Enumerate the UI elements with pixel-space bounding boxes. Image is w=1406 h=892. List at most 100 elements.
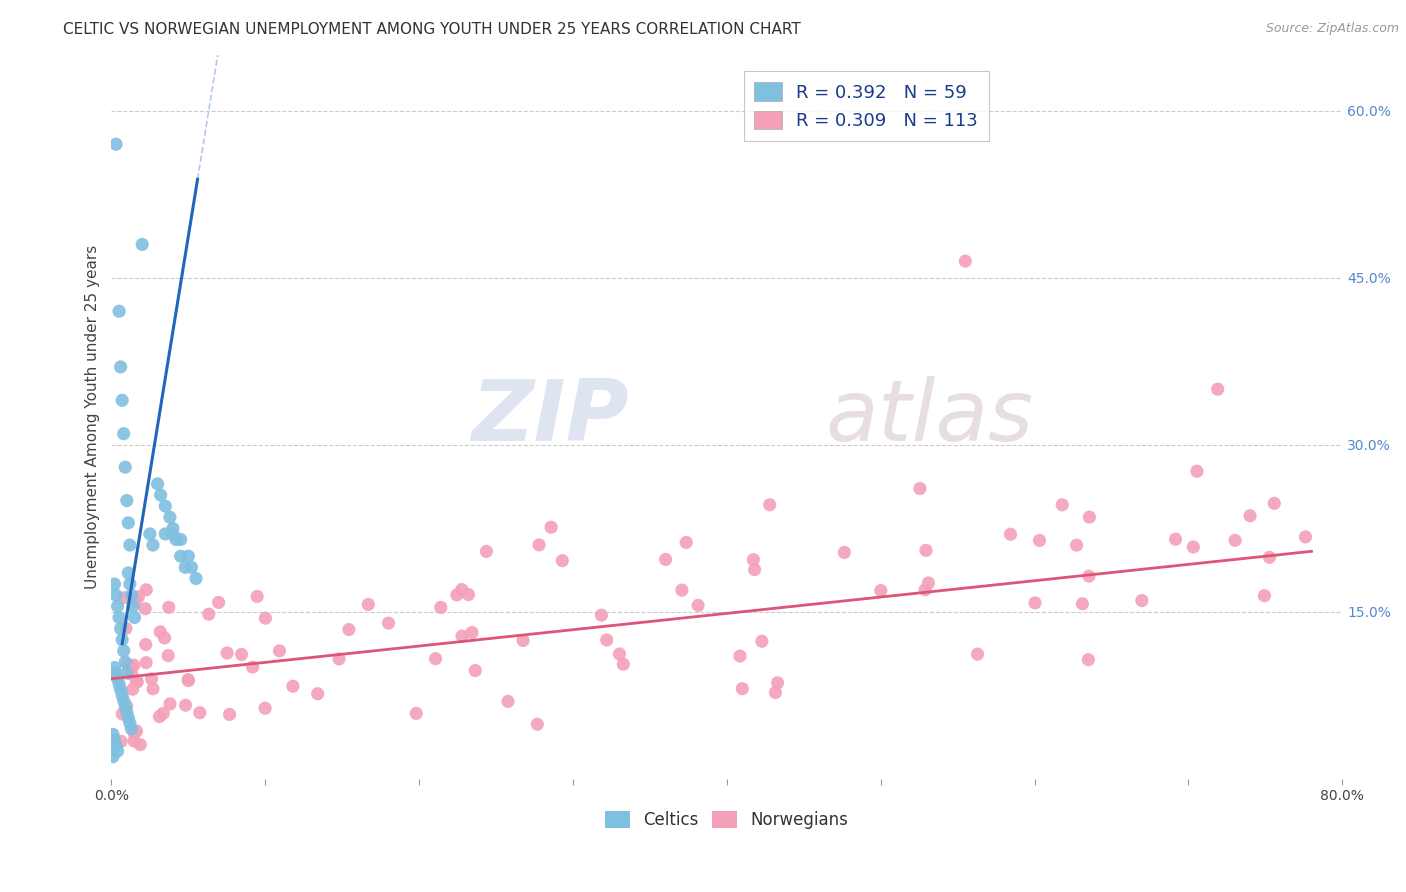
Point bbox=[118, 577, 141, 591]
Point bbox=[110, 682, 132, 697]
Point bbox=[1024, 596, 1046, 610]
Point bbox=[153, 631, 176, 645]
Point bbox=[174, 698, 197, 713]
Point bbox=[966, 647, 988, 661]
Point bbox=[155, 499, 177, 513]
Point bbox=[127, 674, 149, 689]
Point bbox=[955, 254, 977, 268]
Point bbox=[184, 572, 207, 586]
Point bbox=[1263, 496, 1285, 510]
Point bbox=[908, 482, 931, 496]
Point bbox=[129, 738, 152, 752]
Point bbox=[917, 576, 939, 591]
Point bbox=[766, 675, 789, 690]
Point bbox=[1185, 464, 1208, 478]
Point bbox=[1078, 510, 1101, 524]
Point bbox=[915, 543, 938, 558]
Point bbox=[103, 577, 125, 591]
Point bbox=[124, 593, 146, 607]
Text: Source: ZipAtlas.com: Source: ZipAtlas.com bbox=[1265, 22, 1399, 36]
Point bbox=[596, 632, 619, 647]
Point bbox=[124, 726, 146, 740]
Point bbox=[155, 527, 177, 541]
Point bbox=[246, 590, 269, 604]
Point bbox=[142, 538, 165, 552]
Point bbox=[105, 588, 128, 602]
Point bbox=[115, 666, 138, 681]
Point bbox=[157, 600, 180, 615]
Point bbox=[450, 582, 472, 597]
Point bbox=[114, 591, 136, 605]
Point bbox=[177, 673, 200, 688]
Point bbox=[125, 674, 148, 689]
Point bbox=[149, 624, 172, 639]
Point bbox=[110, 622, 132, 636]
Point bbox=[337, 623, 360, 637]
Point bbox=[744, 563, 766, 577]
Point bbox=[101, 727, 124, 741]
Point bbox=[122, 599, 145, 614]
Point bbox=[135, 656, 157, 670]
Point bbox=[115, 621, 138, 635]
Point bbox=[117, 516, 139, 530]
Point bbox=[114, 699, 136, 714]
Point bbox=[1000, 527, 1022, 541]
Point bbox=[115, 705, 138, 719]
Point bbox=[177, 549, 200, 564]
Point bbox=[464, 664, 486, 678]
Point bbox=[1050, 498, 1073, 512]
Point bbox=[357, 598, 380, 612]
Point bbox=[512, 633, 534, 648]
Point bbox=[475, 544, 498, 558]
Text: CELTIC VS NORWEGIAN UNEMPLOYMENT AMONG YOUTH UNDER 25 YEARS CORRELATION CHART: CELTIC VS NORWEGIAN UNEMPLOYMENT AMONG Y… bbox=[63, 22, 801, 37]
Point bbox=[869, 583, 891, 598]
Legend: Celtics, Norwegians: Celtics, Norwegians bbox=[599, 805, 855, 836]
Point bbox=[526, 717, 548, 731]
Point bbox=[1066, 538, 1088, 552]
Point bbox=[111, 706, 134, 721]
Point bbox=[148, 709, 170, 723]
Point bbox=[112, 644, 135, 658]
Text: atlas: atlas bbox=[825, 376, 1033, 458]
Point bbox=[269, 644, 291, 658]
Point bbox=[107, 599, 129, 614]
Point bbox=[103, 660, 125, 674]
Point bbox=[120, 588, 142, 602]
Point bbox=[551, 554, 574, 568]
Point bbox=[162, 527, 184, 541]
Point bbox=[1239, 508, 1261, 523]
Point bbox=[159, 510, 181, 524]
Point bbox=[461, 625, 484, 640]
Point bbox=[114, 655, 136, 669]
Point bbox=[1258, 550, 1281, 565]
Point bbox=[159, 697, 181, 711]
Point bbox=[121, 660, 143, 674]
Point bbox=[254, 611, 277, 625]
Point bbox=[180, 560, 202, 574]
Point bbox=[430, 600, 453, 615]
Point bbox=[101, 749, 124, 764]
Point bbox=[141, 672, 163, 686]
Point bbox=[457, 588, 479, 602]
Point bbox=[122, 734, 145, 748]
Point bbox=[105, 739, 128, 753]
Point bbox=[135, 638, 157, 652]
Point bbox=[671, 583, 693, 598]
Point bbox=[121, 667, 143, 681]
Point bbox=[105, 137, 128, 152]
Point bbox=[451, 629, 474, 643]
Point bbox=[377, 616, 399, 631]
Point bbox=[107, 672, 129, 686]
Point bbox=[217, 646, 239, 660]
Point bbox=[118, 538, 141, 552]
Point bbox=[1130, 593, 1153, 607]
Point bbox=[742, 552, 765, 566]
Point bbox=[188, 706, 211, 720]
Point bbox=[654, 552, 676, 566]
Point bbox=[127, 590, 149, 604]
Point bbox=[118, 716, 141, 731]
Point bbox=[169, 549, 191, 564]
Point bbox=[1078, 569, 1101, 583]
Point bbox=[675, 535, 697, 549]
Point bbox=[124, 610, 146, 624]
